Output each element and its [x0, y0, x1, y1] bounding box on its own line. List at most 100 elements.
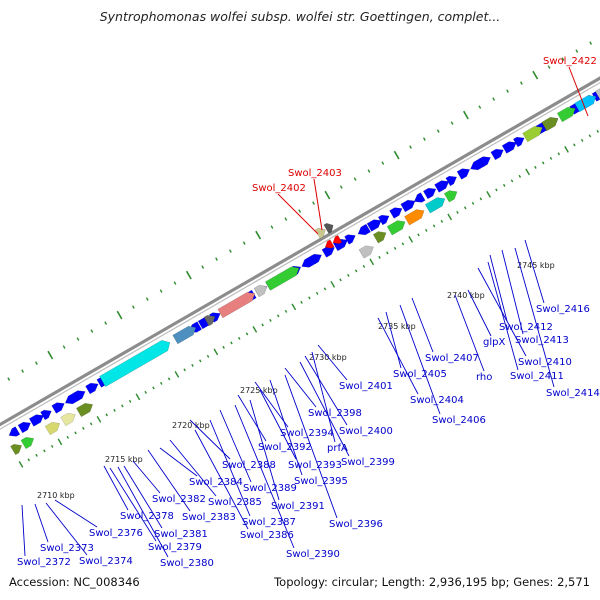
ruler-tick: [191, 363, 194, 367]
ruler-tick: [152, 386, 155, 390]
gene-label: Swol_2413: [515, 335, 569, 346]
outer-tick-mark: [339, 185, 343, 189]
ruler-tick: [479, 197, 483, 201]
gene-arrow: [28, 414, 44, 427]
gene-arrow: [377, 214, 390, 226]
ruler-tick: [315, 291, 319, 295]
gene-block: [443, 190, 458, 203]
ruler-tick: [245, 332, 249, 336]
ruler-tick: [82, 426, 85, 430]
gene-label-leader: [317, 344, 348, 381]
gene-block: [386, 220, 406, 236]
ruler-label: 2725 kbp: [240, 386, 278, 395]
outer-tick-mark: [547, 65, 551, 69]
gene-label-leader: [284, 367, 317, 408]
gene-arrow: [413, 192, 426, 203]
outer-tick-mark: [229, 249, 232, 253]
highlighted-gene-label: Swol_2422: [543, 56, 597, 67]
ruler-tick: [369, 258, 375, 266]
gene-arrow: [445, 175, 458, 187]
ruler-tick: [557, 152, 561, 156]
gene-label-leader: [411, 297, 434, 353]
gene-label-leader: [109, 467, 157, 542]
gene-label: Swol_2392: [258, 442, 312, 453]
gene-label: Swol_2410: [518, 357, 572, 368]
gene-label-leader: [147, 449, 191, 512]
ruler-tick: [525, 168, 530, 176]
gene-label-leader: [54, 499, 98, 528]
gene-label: Swol_2390: [286, 549, 340, 560]
outer-tick-mark: [463, 110, 469, 120]
outer-tick-mark: [159, 289, 163, 293]
gene-label: Swol_2396: [329, 519, 383, 530]
ruler-label: 2710 kbp: [37, 491, 75, 500]
gene-label: Swol_2394: [280, 428, 334, 439]
ruler-tick: [347, 273, 350, 277]
gene-arrow: [501, 141, 517, 154]
gene-label: Swol_2382: [152, 494, 206, 505]
gene-label: Swol_2395: [294, 476, 348, 487]
ruler-tick: [408, 235, 414, 243]
outer-tick-mark: [62, 345, 66, 349]
gene-label-leader: [304, 355, 348, 426]
gene-label: Swol_2381: [154, 529, 208, 540]
gene-arrow: [479, 156, 491, 167]
highlighted-gene-leader: [277, 193, 319, 235]
highlighted-gene-label: Swol_2402: [252, 183, 306, 194]
ruler-tick: [573, 143, 576, 147]
gene-arrow: [310, 253, 322, 265]
backbone: [0, 76, 600, 430]
gene-arrow: [344, 234, 356, 245]
ruler-tick: [89, 422, 93, 426]
ruler-tick: [105, 413, 108, 417]
gene-label-leader: [514, 247, 555, 388]
gene-label-leader: [284, 374, 338, 519]
gene-block: [594, 88, 600, 100]
gene-label: Swol_2380: [160, 558, 214, 569]
gene-label: Swol_2383: [182, 512, 236, 523]
gene-label: Swol_2398: [308, 408, 362, 419]
gene-arrow: [434, 180, 450, 193]
gene-label-leader: [34, 503, 49, 543]
ruler-tick: [386, 251, 389, 255]
ruler-tick: [456, 210, 459, 214]
gene-label: rho: [476, 372, 492, 383]
gene-labels: Swol_2372 Swol_2373 Swol_2374 Swol_2376 Swol…: [17, 56, 600, 569]
outer-tick-mark: [422, 137, 426, 141]
gene-label: Swol_2401: [339, 381, 393, 392]
gene-label: Swol_2391: [271, 501, 325, 512]
gene-label: Swol_2411: [510, 371, 564, 382]
gene-label: Swol_2405: [393, 369, 447, 380]
gene-label-leader: [194, 429, 249, 530]
outer-tick-mark: [90, 329, 94, 333]
ruler-label: 2715 kbp: [105, 455, 143, 464]
outer-tick-mark: [35, 361, 38, 365]
highlighted-gene-label: Swol_2403: [288, 168, 342, 179]
gene-label-leader: [117, 466, 169, 558]
gene-block: [265, 266, 300, 291]
gene-block: [541, 116, 559, 132]
gene-label: Swol_2400: [339, 426, 393, 437]
gene-block: [20, 436, 35, 450]
outer-tick-mark: [324, 190, 331, 200]
gene-block-highlighted: [314, 227, 326, 239]
gene-label-leader: [524, 239, 545, 304]
ruler-tick: [135, 393, 141, 401]
gene-block: [203, 314, 216, 327]
gene-arrow: [400, 199, 416, 213]
ruler-tick: [510, 179, 514, 183]
gene-arrow: [490, 148, 504, 161]
ruler-tick: [378, 255, 381, 259]
gene-block: [217, 291, 256, 319]
gene-label: Swol_2404: [410, 395, 464, 406]
gene-label: prfA: [327, 443, 348, 454]
ruler-tick: [57, 438, 63, 446]
outer-tick-mark: [367, 169, 371, 173]
ruler-tick: [464, 206, 467, 210]
outer-tick-mark: [284, 217, 288, 221]
outer-tick-mark: [173, 281, 177, 285]
gene-arrow: [422, 187, 437, 200]
outer-tick-mark: [409, 145, 412, 149]
ruler-tick: [199, 359, 202, 363]
